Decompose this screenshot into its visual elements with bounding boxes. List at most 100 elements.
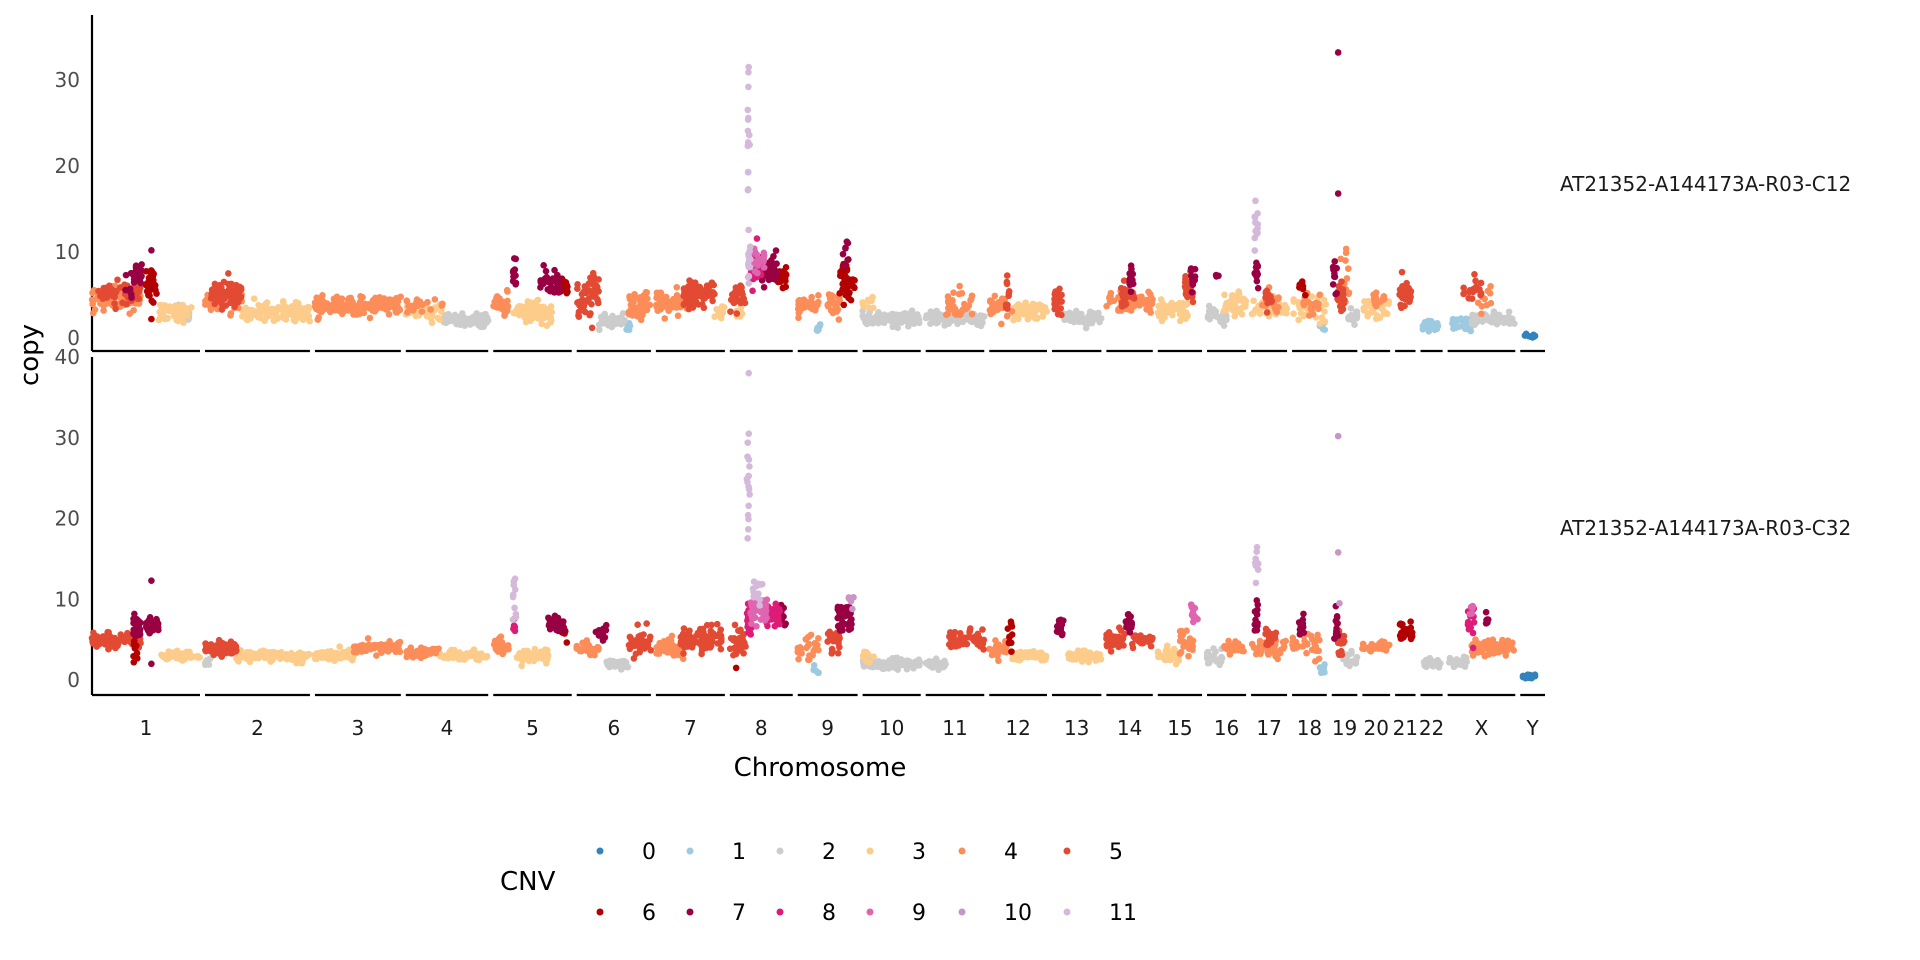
data-point	[270, 653, 278, 661]
data-point	[1075, 654, 1082, 661]
data-point	[621, 658, 628, 665]
data-point	[851, 284, 858, 292]
data-point	[595, 326, 603, 334]
data-point	[797, 302, 805, 310]
data-point	[1075, 316, 1082, 324]
data-point	[894, 324, 901, 332]
data-point	[1398, 268, 1406, 276]
data-point	[1178, 637, 1185, 645]
data-point	[1103, 633, 1111, 641]
data-point	[912, 660, 920, 668]
data-point	[1477, 279, 1485, 287]
data-point	[986, 298, 994, 305]
data-point	[1345, 289, 1353, 297]
data-point	[632, 650, 640, 658]
data-point	[219, 647, 227, 655]
data-point	[1003, 278, 1011, 286]
data-point	[431, 648, 438, 656]
data-point	[127, 290, 135, 298]
data-point	[490, 641, 498, 648]
data-point	[1054, 310, 1062, 318]
data-point	[148, 297, 155, 305]
data-point	[1271, 645, 1278, 652]
data-point	[279, 653, 287, 661]
data-point	[1103, 302, 1110, 310]
data-point	[1251, 213, 1259, 220]
data-point	[1425, 321, 1433, 329]
data-point	[1289, 639, 1297, 646]
data-point	[1179, 300, 1187, 307]
data-point	[1181, 308, 1189, 316]
facet-strip-label: AT21352-A144173A-R03-C12	[1560, 172, 1851, 196]
data-point	[961, 634, 968, 642]
data-point	[1011, 313, 1019, 321]
data-point	[171, 651, 178, 659]
data-point	[772, 247, 780, 254]
data-point	[1334, 49, 1342, 56]
data-point	[885, 313, 892, 320]
data-point	[749, 287, 756, 295]
data-point	[717, 626, 725, 633]
data-point	[728, 291, 736, 298]
data-point	[1478, 643, 1486, 650]
data-point	[1507, 316, 1514, 324]
data-point	[187, 304, 195, 311]
data-point	[1311, 638, 1319, 646]
data-point	[1119, 635, 1127, 642]
data-point	[1336, 303, 1344, 310]
data-point	[170, 312, 178, 320]
data-point	[758, 255, 766, 263]
data-point	[770, 252, 777, 260]
data-point	[680, 285, 688, 292]
y-tick-label: 30	[55, 426, 80, 450]
data-point	[1024, 315, 1032, 323]
data-point	[148, 315, 155, 323]
data-point	[968, 310, 976, 318]
data-point	[1361, 645, 1368, 653]
data-point	[1212, 271, 1220, 279]
data-point	[739, 291, 746, 298]
data-point	[744, 186, 752, 194]
data-point	[581, 283, 589, 290]
data-point	[586, 644, 594, 652]
data-point	[467, 649, 474, 657]
data-point	[364, 635, 372, 642]
data-point	[843, 238, 851, 245]
data-point	[1033, 315, 1041, 322]
data-point	[1347, 305, 1355, 312]
data-point	[882, 659, 889, 667]
data-point	[1274, 296, 1281, 303]
data-point	[1468, 317, 1476, 325]
data-point	[380, 295, 388, 302]
data-point	[366, 314, 374, 322]
data-point	[1398, 304, 1405, 312]
data-point	[635, 304, 642, 311]
data-point	[940, 662, 947, 670]
data-point	[994, 302, 1001, 309]
data-point	[1334, 190, 1342, 197]
data-point	[601, 310, 609, 318]
data-point	[1290, 298, 1298, 305]
data-point	[736, 641, 744, 649]
data-point	[1406, 298, 1413, 305]
data-point	[730, 636, 738, 644]
data-point	[1467, 327, 1475, 335]
data-point	[329, 305, 336, 313]
data-point	[726, 645, 734, 653]
data-points	[88, 369, 1539, 682]
data-point	[473, 310, 480, 317]
data-point	[305, 305, 312, 313]
data-point	[1460, 653, 1468, 661]
data-point	[765, 276, 773, 284]
data-point	[143, 267, 150, 275]
data-point	[1252, 197, 1259, 205]
data-point	[1089, 310, 1097, 318]
data-point	[1263, 309, 1271, 316]
data-point	[691, 286, 699, 293]
data-point	[1370, 295, 1378, 302]
data-point	[397, 293, 404, 301]
data-point	[1302, 291, 1309, 299]
data-point	[1321, 661, 1328, 668]
data-point	[168, 305, 175, 312]
facet-strip-label: AT21352-A144173A-R03-C32	[1560, 516, 1851, 540]
